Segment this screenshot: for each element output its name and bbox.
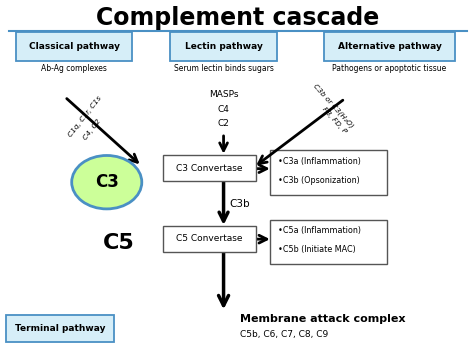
FancyBboxPatch shape — [324, 32, 455, 61]
Text: Membrane attack complex: Membrane attack complex — [240, 314, 405, 324]
Text: C1q, C1r, C1s: C1q, C1r, C1s — [67, 95, 102, 138]
FancyBboxPatch shape — [163, 226, 256, 252]
Text: Classical pathway: Classical pathway — [28, 42, 119, 51]
Text: Serum lectin binds sugars: Serum lectin binds sugars — [173, 65, 273, 73]
Text: •C3b (Opsonization): •C3b (Opsonization) — [278, 176, 360, 184]
Text: Complement cascade: Complement cascade — [96, 6, 379, 30]
Text: •C5b (Initiate MAC): •C5b (Initiate MAC) — [278, 245, 356, 254]
Text: Pathogens or apoptotic tissue: Pathogens or apoptotic tissue — [332, 65, 447, 73]
Text: C2: C2 — [218, 119, 229, 128]
Text: C4, C2: C4, C2 — [82, 118, 102, 141]
Circle shape — [72, 155, 142, 209]
Text: •C5a (Inflammation): •C5a (Inflammation) — [278, 227, 361, 236]
Text: Lectin pathway: Lectin pathway — [185, 42, 263, 51]
Text: C3b: C3b — [229, 199, 250, 209]
FancyBboxPatch shape — [16, 32, 132, 61]
Text: C5: C5 — [102, 233, 134, 253]
FancyBboxPatch shape — [163, 155, 256, 181]
FancyBboxPatch shape — [270, 150, 387, 195]
Text: Alternative pathway: Alternative pathway — [337, 42, 441, 51]
FancyBboxPatch shape — [6, 315, 114, 342]
Text: C3: C3 — [95, 173, 118, 191]
Text: •C3a (Inflammation): •C3a (Inflammation) — [278, 157, 361, 166]
Text: Terminal pathway: Terminal pathway — [15, 324, 105, 333]
FancyBboxPatch shape — [170, 32, 277, 61]
Text: C5 Convertase: C5 Convertase — [176, 234, 243, 243]
Text: C4: C4 — [218, 105, 229, 114]
Text: C5b, C6, C7, C8, C9: C5b, C6, C7, C8, C9 — [240, 330, 328, 339]
Text: MASPs: MASPs — [209, 90, 238, 99]
Text: Ab-Ag complexes: Ab-Ag complexes — [41, 65, 107, 73]
Text: C3b or C3(H₂O): C3b or C3(H₂O) — [312, 82, 355, 129]
Text: C3 Convertase: C3 Convertase — [176, 164, 243, 173]
Text: FB, FD, P: FB, FD, P — [321, 106, 348, 134]
FancyBboxPatch shape — [270, 220, 387, 264]
